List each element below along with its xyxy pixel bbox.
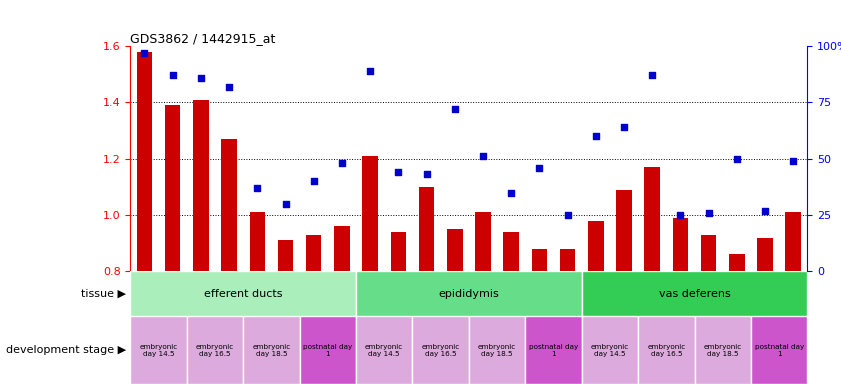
Bar	[673, 218, 688, 271]
Bar	[701, 235, 717, 271]
Text: postnatal day
1: postnatal day 1	[754, 344, 804, 357]
Bar	[447, 229, 463, 271]
Text: tissue ▶: tissue ▶	[81, 289, 126, 299]
Point	[278, 201, 292, 207]
Bar	[362, 156, 378, 271]
Point	[730, 156, 743, 162]
Text: embryonic
day 16.5: embryonic day 16.5	[421, 344, 460, 357]
Text: embryonic
day 18.5: embryonic day 18.5	[478, 344, 516, 357]
Bar	[526, 316, 582, 384]
Bar	[582, 316, 638, 384]
Text: embryonic
day 14.5: embryonic day 14.5	[590, 344, 629, 357]
Bar	[785, 212, 801, 271]
Point	[138, 50, 151, 56]
Text: vas deferens: vas deferens	[659, 289, 730, 299]
Bar	[412, 316, 468, 384]
Bar	[334, 226, 350, 271]
Bar	[419, 187, 434, 271]
Bar	[165, 105, 181, 271]
Bar	[250, 212, 265, 271]
Bar	[243, 316, 299, 384]
Text: embryonic
day 18.5: embryonic day 18.5	[704, 344, 742, 357]
Point	[476, 153, 489, 159]
Point	[786, 158, 800, 164]
Point	[363, 68, 377, 74]
Point	[505, 189, 518, 195]
Bar	[644, 167, 660, 271]
Point	[589, 133, 602, 139]
Point	[646, 72, 659, 78]
Point	[307, 178, 320, 184]
Text: embryonic
day 16.5: embryonic day 16.5	[196, 344, 234, 357]
Bar	[356, 316, 412, 384]
Point	[759, 207, 772, 214]
Bar	[616, 190, 632, 271]
Bar	[588, 221, 604, 271]
Point	[166, 72, 179, 78]
Text: epididymis: epididymis	[438, 289, 500, 299]
Bar	[757, 238, 773, 271]
Bar	[638, 316, 695, 384]
Text: embryonic
day 14.5: embryonic day 14.5	[365, 344, 404, 357]
Bar	[137, 52, 152, 271]
Bar	[729, 255, 744, 271]
Point	[561, 212, 574, 218]
Bar	[751, 316, 807, 384]
Bar	[187, 316, 243, 384]
Text: embryonic
day 18.5: embryonic day 18.5	[252, 344, 290, 357]
Bar	[193, 99, 209, 271]
Bar	[221, 139, 237, 271]
Point	[251, 185, 264, 191]
Point	[674, 212, 687, 218]
Point	[448, 106, 462, 112]
Bar	[390, 232, 406, 271]
Point	[617, 124, 631, 130]
Point	[336, 160, 349, 166]
Text: embryonic
day 14.5: embryonic day 14.5	[140, 344, 177, 357]
Bar	[475, 212, 490, 271]
Text: development stage ▶: development stage ▶	[6, 345, 126, 355]
Text: postnatal day
1: postnatal day 1	[529, 344, 578, 357]
Point	[222, 84, 235, 90]
Point	[392, 169, 405, 175]
Text: efferent ducts: efferent ducts	[204, 289, 283, 299]
Bar	[504, 232, 519, 271]
Text: GDS3862 / 1442915_at: GDS3862 / 1442915_at	[130, 32, 276, 45]
Point	[194, 74, 208, 81]
Bar	[306, 235, 321, 271]
Bar	[695, 316, 751, 384]
Bar	[278, 240, 294, 271]
Bar	[130, 271, 356, 316]
Text: embryonic
day 16.5: embryonic day 16.5	[648, 344, 685, 357]
Point	[420, 171, 433, 177]
Bar	[299, 316, 356, 384]
Bar	[468, 316, 526, 384]
Point	[532, 165, 546, 171]
Bar	[560, 249, 575, 271]
Point	[702, 210, 716, 216]
Bar	[356, 271, 582, 316]
Bar	[582, 271, 807, 316]
Text: postnatal day
1: postnatal day 1	[304, 344, 352, 357]
Bar	[532, 249, 547, 271]
Bar	[130, 316, 187, 384]
